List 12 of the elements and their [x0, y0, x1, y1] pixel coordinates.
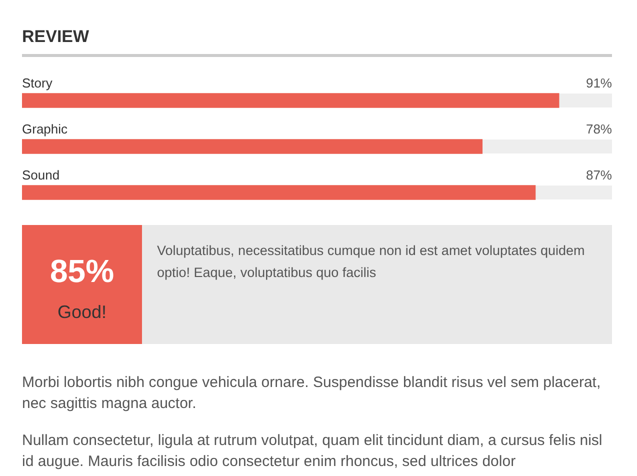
- text: Morbi lobortis nibh congue vehicula ornare. Suspendisse blandit risus vel sem placerat, nec sagittis magna auctor.: [22, 374, 601, 412]
- data-label: 87%: [586, 168, 612, 182]
- text: Good!: [57, 302, 107, 322]
- y-tick-label: Story: [22, 76, 53, 90]
- y-tick-label: Sound: [22, 168, 60, 182]
- data-label: 91%: [586, 76, 612, 90]
- text: Nullam consectetur, ligula at rutrum volutpat, quam elit tincidunt diam, a cursus felis nisl id augue. Mauris facilisis odio consectetur enim rhoncus, sed ultrices dolor: [22, 432, 602, 470]
- text: Voluptatibus, necessitatibus cumque non id est amet voluptates quidem optio! Eaque, voluptatibus quo facilis: [157, 243, 585, 280]
- text: 85%: [50, 253, 114, 289]
- chart-title: REVIEW: [22, 27, 90, 46]
- data-label: 78%: [586, 122, 612, 136]
- y-tick-label: Graphic: [22, 122, 68, 136]
